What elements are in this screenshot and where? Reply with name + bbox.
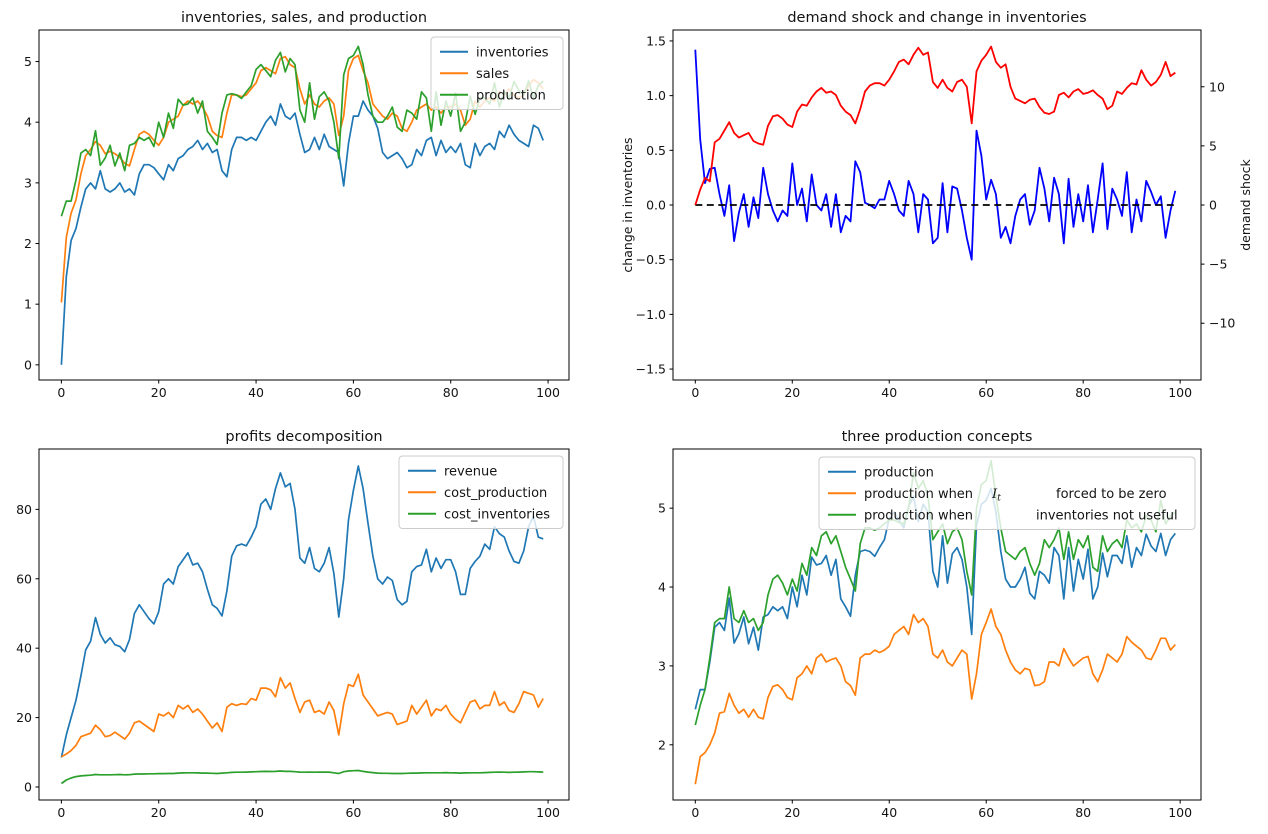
y-tick-label: 40 (16, 641, 32, 656)
y-tick-label: 80 (16, 502, 32, 517)
x-tick-label: 100 (1168, 805, 1192, 820)
y-tick-label: 3 (658, 658, 666, 673)
x-tick-label: 100 (1168, 385, 1192, 400)
x-tick-label: 0 (691, 385, 699, 400)
chart-profits-decomposition: profits decomposition 0 20 40 60 80 100 0 20 40 60… (16, 429, 570, 820)
x-tick-label: 0 (691, 805, 699, 820)
y-tick-label: 5 (658, 501, 666, 516)
series-line-revenue (60, 465, 544, 758)
legend-label: cost_production (444, 486, 547, 501)
y-tick-label: 60 (16, 571, 32, 586)
legend: production production when It forced to b… (818, 456, 1196, 530)
legend-label: forced to be zero (1056, 487, 1167, 502)
legend: inventories sales production (430, 36, 564, 110)
x-tick-label: 100 (536, 385, 560, 400)
x-tick-label: 60 (978, 805, 994, 820)
series-line-sales (60, 54, 544, 303)
y-tick-label: 20 (16, 710, 32, 725)
x-tick-label: 0 (57, 385, 65, 400)
x-tick-label: 20 (784, 805, 800, 820)
y-tick-label: 0 (24, 357, 32, 372)
x-tick-label: 40 (248, 385, 264, 400)
y-tick-label: 1.0 (646, 88, 666, 103)
series-line-cost_inventories (60, 769, 544, 785)
legend-box (398, 455, 564, 529)
x-tick-label: 20 (151, 805, 167, 820)
legend: revenue cost_production cost_inventories (398, 455, 564, 529)
legend-label: sales (476, 67, 509, 82)
series-line-production (60, 45, 544, 217)
legend-box (818, 456, 1196, 530)
y-tick-label: 2 (658, 737, 666, 752)
y-right-tick-label: −5 (1209, 257, 1227, 272)
y-tick-label: 3 (24, 175, 32, 190)
x-tick-label: 80 (1075, 385, 1091, 400)
x-tick-label: 0 (57, 805, 65, 820)
x-tick-label: 40 (881, 805, 897, 820)
y-tick-label: 4 (658, 580, 666, 595)
y-tick-label: 0.5 (646, 143, 666, 158)
series-line-demand-shock (694, 45, 1176, 206)
legend-label: inventories not useful (1036, 508, 1178, 523)
x-tick-label: 100 (536, 805, 560, 820)
x-tick-label: 20 (784, 385, 800, 400)
right-axis-label: demand shock (1238, 159, 1253, 251)
chart-title: demand shock and change in inventories (787, 10, 1086, 26)
x-tick-label: 80 (1075, 805, 1091, 820)
x-tick-label: 20 (151, 385, 167, 400)
axes-frame (38, 448, 570, 801)
series-line-production (694, 487, 1176, 710)
y-right-tick-label: 5 (1209, 138, 1217, 153)
series-line-production-when-inventories-not-useful (694, 459, 1176, 726)
x-tick-label: 80 (443, 385, 459, 400)
y-tick-label: 0 (24, 779, 32, 794)
series-line-production-when-It-forced-to-be-zero (694, 608, 1176, 785)
legend-label: revenue (444, 464, 497, 479)
x-tick-label: 60 (345, 805, 361, 820)
y-tick-label: 2 (24, 236, 32, 251)
legend-label: production when (864, 508, 973, 523)
legend-label: cost_inventories (444, 507, 550, 522)
chart-title: three production concepts (842, 429, 1033, 445)
y-right-tick-label: 0 (1209, 198, 1217, 213)
legend-label: inventories (476, 45, 549, 60)
legend-label: production when (864, 487, 973, 502)
legend-box (430, 36, 564, 110)
x-tick-label: 40 (248, 805, 264, 820)
x-tick-label: 40 (881, 385, 897, 400)
y-tick-label: 5 (24, 54, 32, 69)
chart-demand-shock-change-in-inventories: demand shock and change in inventories 0 2… (620, 10, 1253, 400)
legend-label: production (476, 88, 546, 103)
y-tick-label: 0.0 (646, 198, 666, 213)
legend-label-math: It (991, 487, 1001, 504)
y-right-tick-label: 10 (1209, 79, 1225, 94)
y-right-tick-label: −10 (1209, 316, 1235, 331)
axes-frame (672, 29, 1202, 381)
x-tick-label: 60 (345, 385, 361, 400)
chart-title: inventories, sales, and production (181, 10, 427, 26)
axes-frame (672, 448, 1202, 801)
legend-label: production (864, 465, 934, 480)
series-line-change-in-inventories (694, 49, 1177, 261)
x-tick-label: 80 (443, 805, 459, 820)
left-axis-label: change in inventories (620, 137, 635, 272)
y-tick-label: 1.5 (646, 33, 666, 48)
y-tick-label: −1.5 (636, 362, 666, 377)
axes-frame (38, 29, 570, 381)
y-tick-label: −0.5 (636, 252, 666, 267)
chart-title: profits decomposition (225, 429, 382, 445)
y-tick-label: 4 (24, 115, 32, 130)
x-tick-label: 60 (978, 385, 994, 400)
y-tick-label: −1.0 (636, 307, 666, 322)
chart-three-production-concepts: three production concepts 0 20 40 60 80 100 2 3 4… (658, 429, 1202, 820)
series-line-inventories (60, 100, 544, 365)
y-tick-label: 1 (24, 297, 32, 312)
series-line-cost_production (60, 673, 544, 758)
